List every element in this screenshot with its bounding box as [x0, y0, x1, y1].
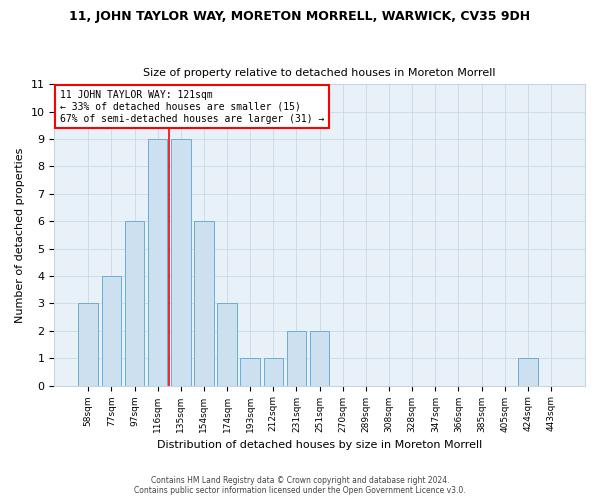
Bar	[125, 222, 145, 386]
Bar	[241, 358, 260, 386]
Bar	[194, 222, 214, 386]
Text: 11, JOHN TAYLOR WAY, MORETON MORRELL, WARWICK, CV35 9DH: 11, JOHN TAYLOR WAY, MORETON MORRELL, WA…	[70, 10, 530, 23]
Bar	[148, 139, 167, 386]
Bar	[287, 331, 307, 386]
X-axis label: Distribution of detached houses by size in Moreton Morrell: Distribution of detached houses by size …	[157, 440, 482, 450]
Bar	[171, 139, 191, 386]
Text: 11 JOHN TAYLOR WAY: 121sqm
← 33% of detached houses are smaller (15)
67% of semi: 11 JOHN TAYLOR WAY: 121sqm ← 33% of deta…	[59, 90, 324, 124]
Bar	[79, 304, 98, 386]
Bar	[217, 304, 237, 386]
Bar	[310, 331, 329, 386]
Title: Size of property relative to detached houses in Moreton Morrell: Size of property relative to detached ho…	[143, 68, 496, 78]
Bar	[518, 358, 538, 386]
Text: Contains HM Land Registry data © Crown copyright and database right 2024.
Contai: Contains HM Land Registry data © Crown c…	[134, 476, 466, 495]
Y-axis label: Number of detached properties: Number of detached properties	[15, 148, 25, 322]
Bar	[263, 358, 283, 386]
Bar	[101, 276, 121, 386]
